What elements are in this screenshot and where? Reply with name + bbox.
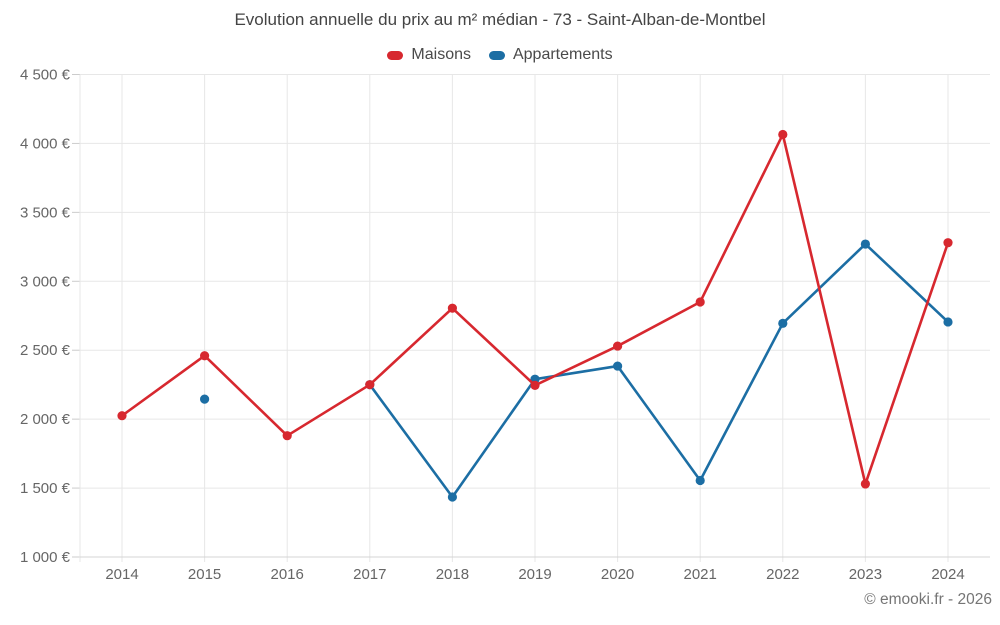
series-maisons [117, 129, 953, 489]
y-tick-label: 3 500 € [20, 204, 71, 221]
x-tick-label: 2021 [684, 566, 717, 583]
x-axis-labels: 2014 2015 2016 2017 2018 2019 2020 2021 2022 2023… [105, 566, 964, 583]
copyright-watermark: © emooki.fr - 2026 [864, 591, 992, 608]
chart-legend: Maisons Appartements [0, 46, 1000, 64]
data-point-appartements-2018[interactable] [447, 492, 457, 502]
legend-swatch-icon [387, 50, 404, 60]
data-point-maisons-2024[interactable] [943, 238, 953, 248]
x-tick-label: 2017 [353, 566, 386, 583]
x-tick-label: 2020 [601, 566, 634, 583]
chart-title: Evolution annuelle du prix au m² médian … [234, 10, 766, 29]
series-line [368, 242, 950, 499]
legend-item-appartements[interactable]: Appartements [488, 46, 613, 64]
x-tick-label: 2022 [766, 566, 799, 583]
x-tick-label: 2014 [105, 566, 138, 583]
data-point-maisons-2022[interactable] [778, 129, 788, 140]
data-point-maisons-2018[interactable] [447, 303, 457, 313]
data-point-appartements-2015[interactable] [200, 394, 210, 404]
data-point-appartements-2023[interactable] [860, 239, 871, 249]
x-tick-label: 2016 [271, 566, 304, 583]
y-axis-labels: 1 000 € 1 500 € 2 000 € 2 500 € 3 000 € 3 500… [20, 67, 71, 567]
x-tick-label: 2024 [931, 566, 964, 583]
data-point-appartements-2020[interactable] [613, 361, 623, 371]
data-point-maisons-2015[interactable] [200, 351, 210, 361]
series-appartements [200, 239, 953, 502]
x-tick-label: 2019 [518, 566, 551, 583]
y-tick-label: 3 000 € [20, 273, 71, 290]
legend-item-label: Maisons [411, 46, 471, 63]
data-point-maisons-2023[interactable] [860, 479, 871, 489]
x-tick-label: 2015 [188, 566, 221, 583]
data-point-maisons-2014[interactable] [117, 411, 127, 421]
y-tick-label: 1 500 € [20, 480, 71, 497]
data-point-appartements-2021[interactable] [695, 475, 705, 486]
y-gridlines [72, 74, 990, 558]
data-point-maisons-2017[interactable] [365, 380, 375, 390]
legend-item-maisons[interactable]: Maisons [387, 46, 471, 64]
y-tick-label: 2 500 € [20, 342, 71, 359]
data-point-maisons-2016[interactable] [282, 431, 292, 441]
data-point-appartements-2024[interactable] [943, 317, 953, 327]
y-tick-label: 1 000 € [20, 549, 71, 566]
data-point-maisons-2021[interactable] [695, 297, 705, 307]
data-point-maisons-2020[interactable] [613, 341, 623, 351]
data-point-maisons-2019[interactable] [530, 380, 540, 390]
x-gridlines [79, 74, 949, 562]
legend-swatch-icon [488, 50, 505, 60]
y-tick-label: 2 000 € [20, 411, 71, 428]
y-tick-label: 4 000 € [20, 135, 71, 152]
data-point-appartements-2022[interactable] [778, 318, 788, 328]
x-tick-label: 2018 [436, 566, 469, 583]
legend-item-label: Appartements [512, 46, 613, 63]
x-tick-label: 2023 [849, 566, 882, 583]
y-tick-label: 4 500 € [20, 67, 71, 84]
